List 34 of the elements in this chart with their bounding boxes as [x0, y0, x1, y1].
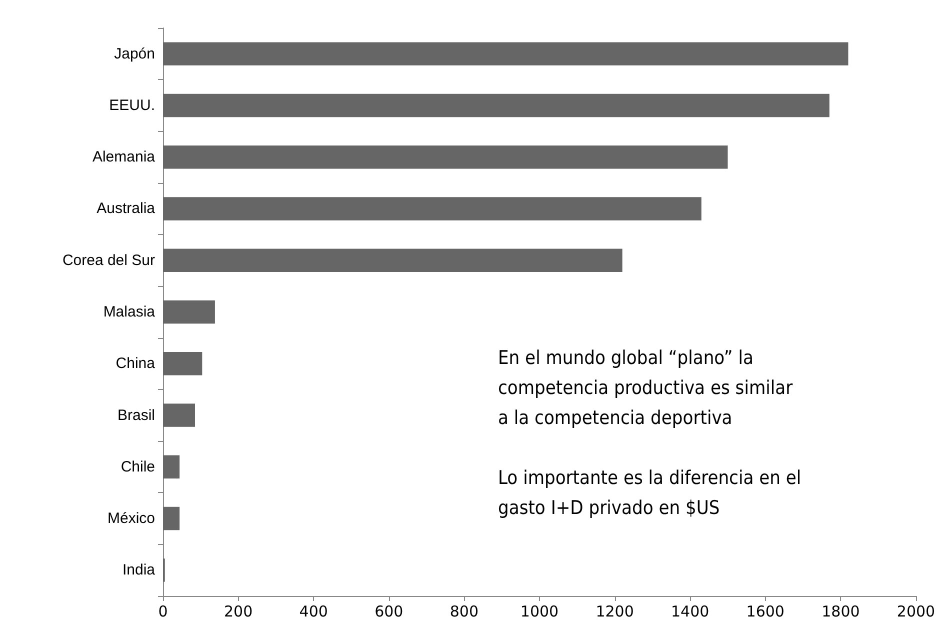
y-tick-label: Malasia: [103, 304, 156, 320]
annotation: En el mundo global “plano” la competencia productiva es similar a la competencia deportiva: [498, 347, 794, 429]
x-tick-label: 1800: [822, 602, 860, 620]
bar: [163, 300, 215, 324]
x-tick-label: 0: [158, 602, 168, 620]
y-tick-label: Alemania: [92, 148, 156, 166]
bar: [163, 352, 202, 376]
annotation: Lo importante es la diferencia en el gasto I+D privado en $US: [498, 467, 802, 519]
x-tick-label: 2000: [896, 602, 936, 620]
bar: [163, 455, 180, 479]
x-tick-label: 200: [224, 602, 253, 620]
bar: [163, 94, 830, 118]
y-tick-label: Chile: [120, 458, 155, 476]
x-tick-label: 400: [299, 602, 328, 620]
bar: [163, 42, 848, 66]
bar: [163, 145, 728, 169]
y-tick-label: Brasil: [117, 406, 155, 424]
x-tick-label: 1600: [746, 602, 784, 620]
bar: [163, 248, 622, 272]
y-tick-label: Corea del Sur: [62, 252, 155, 269]
bar: [163, 404, 196, 427]
y-tick-label: India: [122, 562, 156, 579]
x-tick-label: 600: [374, 602, 404, 620]
x-tick-label: 1400: [671, 602, 710, 620]
y-tick-label: Australia: [96, 200, 156, 218]
y-tick-label: China: [116, 355, 156, 372]
x-tick-label: 1000: [520, 602, 559, 620]
bar: [163, 506, 180, 530]
x-tick-label: 800: [450, 602, 479, 620]
y-tick-label: México: [107, 510, 155, 528]
y-tick-label: EEUU.: [109, 96, 155, 114]
bar: [163, 197, 702, 220]
x-tick-label: 1200: [596, 602, 634, 620]
y-tick-label: Japón: [114, 45, 155, 62]
